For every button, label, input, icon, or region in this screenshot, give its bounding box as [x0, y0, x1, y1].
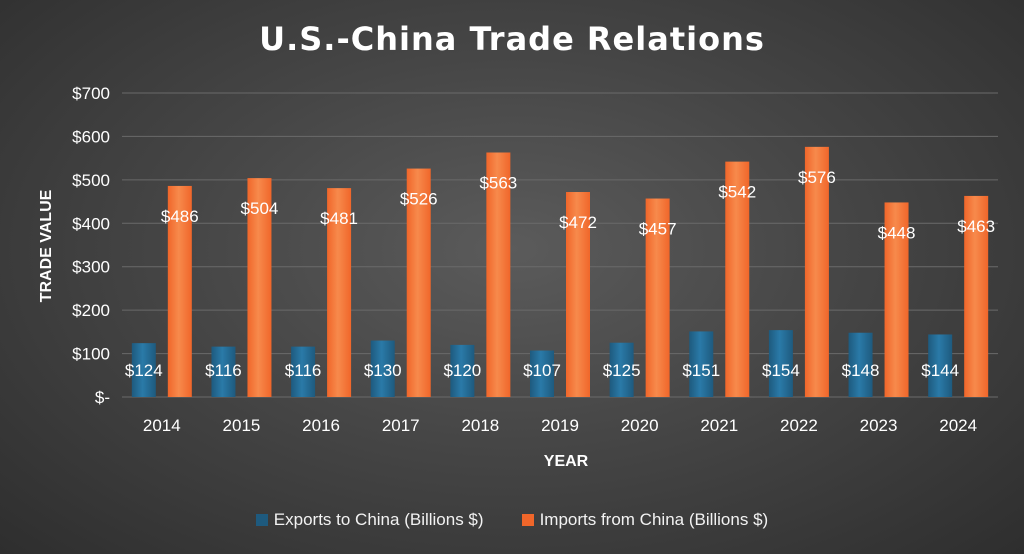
legend-item-imports[interactable]: Imports from China (Billions $) — [521, 510, 769, 530]
data-label-imports: $481 — [320, 209, 358, 228]
bar-exports[interactable] — [689, 331, 714, 397]
bar-imports[interactable] — [247, 178, 272, 397]
bar-exports[interactable] — [370, 340, 395, 397]
legend-label-imports: Imports from China (Billions $) — [539, 510, 769, 529]
y-axis-title: TRADE VALUE — [38, 189, 55, 302]
x-tick-label: 2014 — [143, 416, 181, 435]
bar-imports[interactable] — [566, 192, 590, 397]
bar-imports[interactable] — [725, 161, 750, 397]
data-label-exports: $125 — [603, 361, 641, 380]
data-label-exports: $124 — [125, 361, 163, 380]
data-label-imports: $542 — [718, 183, 756, 202]
x-tick-label: 2021 — [700, 416, 738, 435]
x-tick-label: 2016 — [302, 416, 340, 435]
data-label-exports: $144 — [921, 361, 959, 380]
data-label-exports: $130 — [364, 361, 402, 380]
legend-swatch-exports — [255, 514, 268, 526]
bar-exports[interactable] — [768, 330, 793, 397]
bar-imports[interactable] — [327, 188, 352, 397]
y-tick-label: $700 — [72, 84, 110, 103]
bar-exports[interactable] — [450, 344, 475, 397]
x-tick-label: 2015 — [223, 416, 261, 435]
data-label-imports: $448 — [878, 223, 916, 242]
x-tick-label: 2023 — [860, 416, 898, 435]
legend: Exports to China (Billions $) Imports fr… — [0, 510, 1024, 530]
chart-title: U.S.-China Trade Relations — [259, 20, 765, 58]
x-tick-label: 2019 — [541, 416, 579, 435]
x-tick-label: 2020 — [621, 416, 659, 435]
y-tick-label: $500 — [72, 171, 110, 190]
bar-imports[interactable] — [645, 198, 670, 397]
data-label-exports: $107 — [523, 361, 561, 380]
data-labels: $124 $486 $116 $504 $116 $481 $130 $526 $120 $563… — [125, 168, 995, 380]
bar-imports[interactable] — [884, 202, 909, 397]
data-label-imports: $576 — [798, 168, 836, 187]
bar-imports[interactable] — [964, 195, 989, 397]
x-tick-label: 2017 — [382, 416, 420, 435]
data-label-exports: $148 — [842, 361, 880, 380]
y-tick-label: $400 — [72, 214, 110, 233]
data-label-imports: $526 — [400, 190, 438, 209]
bar-imports[interactable] — [406, 168, 431, 397]
data-label-exports: $120 — [443, 361, 481, 380]
x-axis-title: YEAR — [544, 453, 589, 470]
x-tick-label: 2018 — [461, 416, 499, 435]
data-label-imports: $504 — [241, 199, 279, 218]
y-tick-label: $300 — [72, 258, 110, 277]
data-label-imports: $486 — [161, 207, 199, 226]
bar-exports[interactable] — [848, 332, 873, 397]
bar-exports[interactable] — [131, 343, 156, 397]
x-tick-label: 2022 — [780, 416, 818, 435]
legend-label-exports: Exports to China (Billions $) — [273, 510, 484, 529]
y-tick-label: $100 — [72, 345, 110, 364]
data-label-exports: $116 — [205, 361, 242, 380]
bar-exports[interactable] — [928, 334, 953, 397]
bar-imports[interactable] — [167, 185, 192, 397]
y-tick-label: $600 — [72, 127, 110, 146]
data-label-imports: $463 — [957, 217, 995, 236]
legend-swatch-imports — [521, 514, 534, 526]
bar-exports[interactable] — [211, 346, 236, 397]
bar-imports[interactable] — [486, 152, 511, 397]
data-label-imports: $563 — [479, 173, 517, 192]
x-axis-ticks: 2014 2015 2016 2017 2018 2019 2020 2021 2022 2023… — [143, 416, 977, 435]
data-label-imports: $472 — [559, 213, 597, 232]
data-label-imports: $457 — [639, 220, 677, 239]
legend-item-exports[interactable]: Exports to China (Billions $) — [255, 510, 484, 530]
bar-exports[interactable] — [291, 346, 316, 397]
y-tick-label: $- — [95, 388, 110, 407]
y-axis-ticks: $- $100 $200 $300 $400 $500 $600 $700 — [72, 84, 110, 407]
bar-imports[interactable] — [804, 146, 829, 397]
bar-exports[interactable] — [530, 350, 554, 397]
data-label-exports: $151 — [682, 361, 720, 380]
y-tick-label: $200 — [72, 301, 110, 320]
bars — [131, 146, 989, 397]
bar-exports[interactable] — [609, 342, 634, 397]
data-label-exports: $116 — [285, 361, 322, 380]
data-label-exports: $154 — [762, 361, 800, 380]
x-tick-label: 2024 — [939, 416, 977, 435]
